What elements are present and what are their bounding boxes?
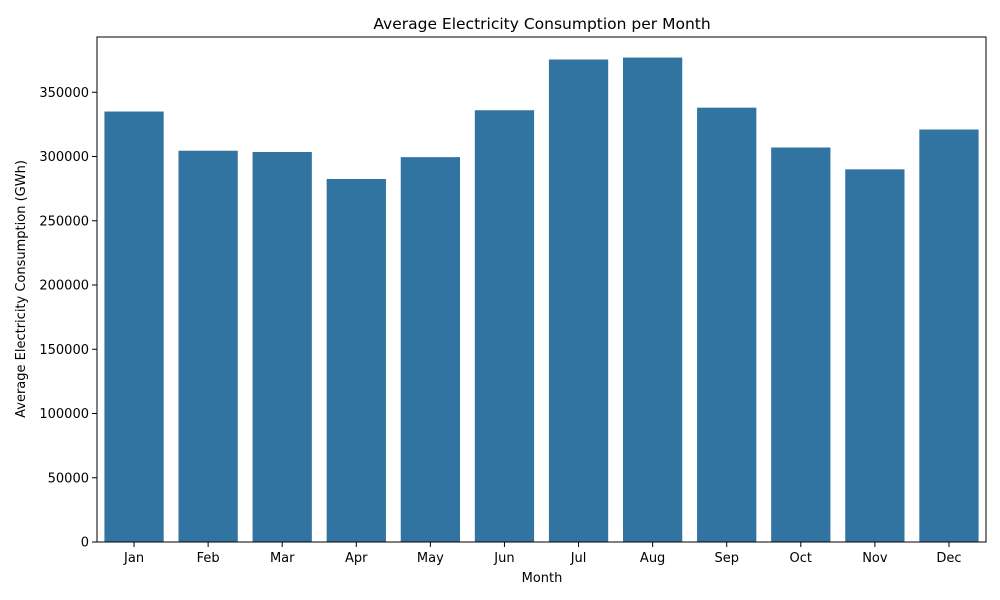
x-tick-label: Mar (270, 551, 295, 566)
bar-jun (474, 110, 535, 543)
x-tick-label: Feb (197, 551, 220, 566)
y-tick-label: 200000 (39, 279, 89, 294)
x-axis-title: Month (522, 571, 563, 586)
x-tick-label: Sep (714, 551, 739, 566)
x-tick-label: Aug (640, 551, 665, 566)
y-tick-label: 300000 (39, 150, 89, 165)
y-tick-label: 250000 (39, 214, 89, 229)
x-tick-label: May (417, 551, 444, 566)
bar-jan (104, 111, 164, 542)
bar-aug (622, 57, 683, 543)
bar-nov (845, 169, 905, 542)
bar-jul (548, 59, 609, 543)
y-tick-label: 0 (81, 536, 89, 551)
x-tick-label: Jan (123, 551, 144, 566)
x-tick-label: Apr (345, 551, 368, 566)
y-axis-title: Average Electricity Consumption (GWh) (14, 160, 29, 418)
chart-title: Average Electricity Consumption per Mont… (373, 15, 710, 33)
bar-apr (326, 178, 386, 543)
x-tick-label: Oct (790, 551, 812, 566)
bar-may (400, 157, 461, 542)
bar-feb (178, 150, 238, 542)
bars-layer (104, 57, 979, 543)
y-tick-label: 100000 (39, 407, 89, 422)
bar-sep (697, 107, 757, 543)
bar-dec (919, 129, 979, 542)
y-tick-label: 150000 (39, 343, 89, 358)
axes-layer: Jan Feb Mar Apr May Jun Jul Aug Sep Oct Nov Dec 0 500… (39, 36, 987, 566)
x-tick-label: Jun (493, 551, 514, 566)
y-tick-label: 50000 (48, 471, 89, 486)
x-tick-label: Dec (936, 551, 961, 566)
bar-oct (771, 147, 831, 542)
plot-frame (96, 36, 987, 543)
x-tick-label: Jul (570, 551, 587, 566)
x-tick-label: Nov (862, 551, 888, 566)
bar-mar (252, 152, 312, 542)
y-tick-label: 350000 (39, 86, 89, 101)
